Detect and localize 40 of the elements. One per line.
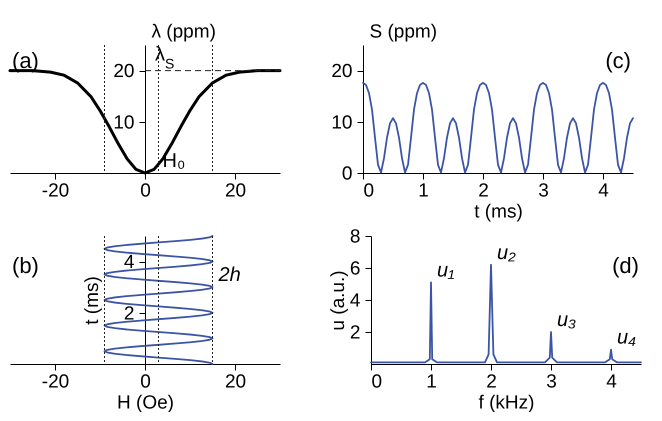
- x-axis-title: t (ms): [474, 202, 523, 222]
- x-tick-label: -20: [42, 180, 70, 202]
- x-tick-label: 20: [224, 372, 246, 392]
- y-tick-label: 4: [124, 252, 135, 274]
- y-axis-title: u (a.u.): [328, 270, 349, 331]
- annotation: u₁: [437, 259, 454, 282]
- y-axis-title: t (ms): [82, 276, 103, 325]
- x-tick-label: 0: [140, 372, 151, 392]
- x-tick-label: 3: [538, 180, 549, 202]
- y-tick-label: 2: [350, 322, 360, 344]
- y-tick-label: 20: [113, 61, 134, 82]
- annotation: u₄: [617, 326, 636, 349]
- text: (b): [12, 253, 39, 278]
- x-tick-label: 2: [486, 372, 497, 392]
- y-tick-label: 6: [350, 258, 360, 280]
- x-tick-label: 3: [546, 372, 557, 392]
- x-tick-label: 4: [598, 180, 610, 202]
- x-tick-label: 0: [140, 180, 151, 202]
- annotation: 2h: [218, 264, 241, 286]
- text: (d): [612, 253, 639, 278]
- y-axis-title: λ (ppm): [152, 22, 216, 42]
- chart-title: (c): [605, 48, 631, 73]
- y-tick-label: 2: [124, 303, 134, 324]
- y-tick-label: 0: [342, 164, 352, 184]
- y-tick-label: 10: [331, 112, 352, 134]
- x-tick-label: 1: [418, 180, 429, 202]
- x-tick-label: 0: [372, 372, 382, 392]
- y-tick-label: 20: [331, 61, 352, 82]
- annotation: u₃: [557, 309, 576, 331]
- x-tick-label: 20: [224, 180, 246, 202]
- x-tick-label: 4: [606, 372, 618, 392]
- x-tick-label: 2: [478, 180, 489, 202]
- y-tick-label: 8: [350, 226, 360, 248]
- y-tick-label: 10: [113, 112, 134, 134]
- x-tick-label: -20: [42, 372, 70, 392]
- x-tick-label: 1: [426, 372, 437, 392]
- annotation: u₂: [497, 242, 516, 264]
- x-tick-label: 0: [364, 180, 374, 202]
- y-axis-title: S (ppm): [370, 22, 438, 42]
- y-tick-label: 4: [350, 290, 361, 312]
